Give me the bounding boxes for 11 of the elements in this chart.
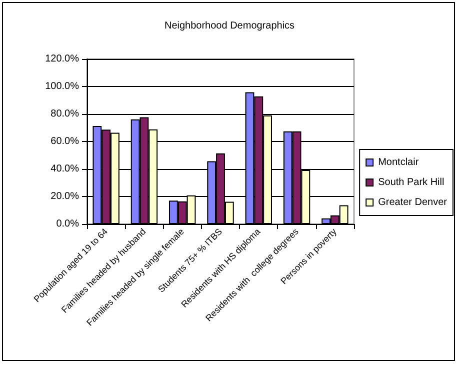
legend-label: Greater Denver	[378, 197, 448, 208]
y-tick-label: 40.0%	[50, 164, 80, 174]
y-tick-label: 0.0%	[56, 218, 80, 230]
legend-label: South Park Hill	[378, 177, 444, 188]
y-tick-label: 80.0%	[50, 108, 80, 120]
legend-label: Montclair	[378, 157, 420, 168]
y-tick-label: 100.0%	[45, 81, 80, 92]
y-tick-label: 60.0%	[50, 136, 80, 147]
y-tick-label: 20.0%	[50, 191, 80, 202]
y-tick-label: 120.0%	[45, 54, 80, 64]
chart-title: Neighborhood Demographics	[164, 20, 295, 32]
